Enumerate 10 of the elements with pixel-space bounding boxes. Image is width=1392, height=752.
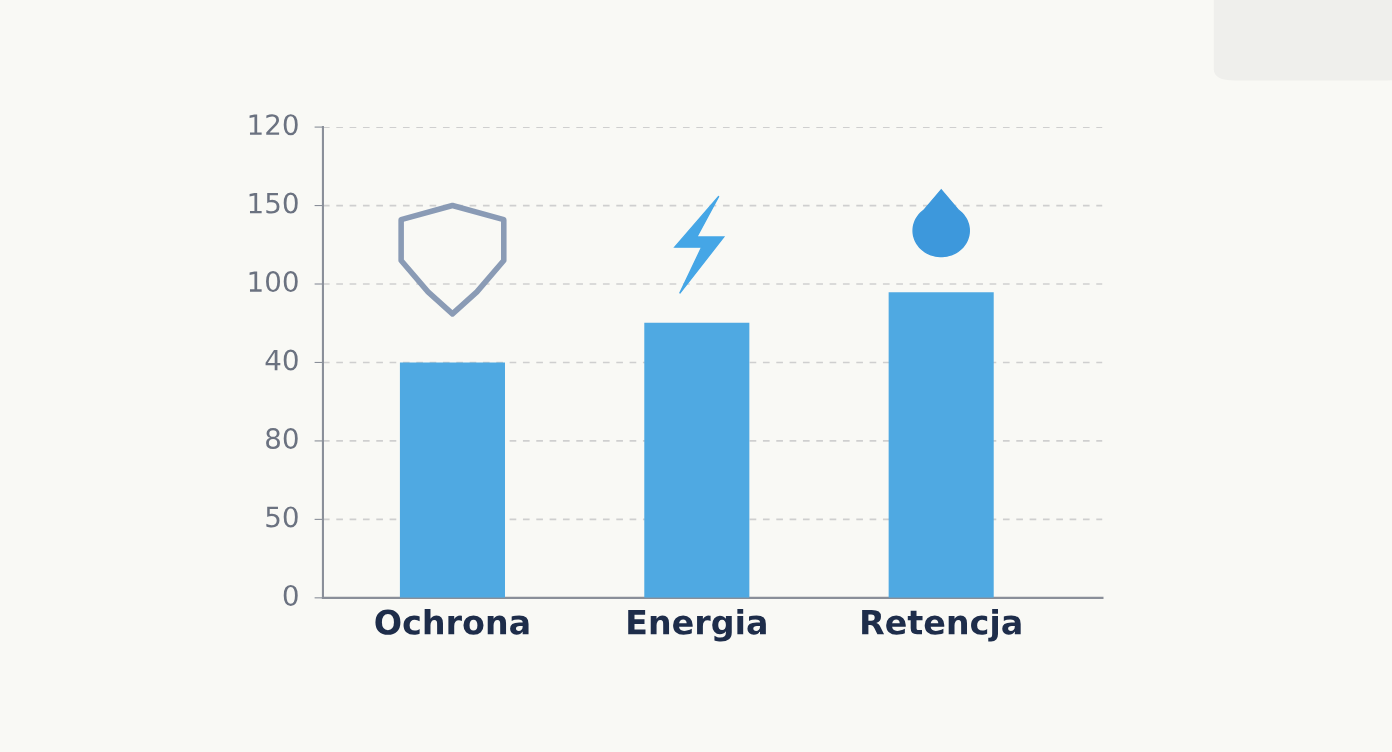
text: 40 xyxy=(265,349,298,371)
text: 150 xyxy=(249,192,298,214)
text: 50 xyxy=(266,506,298,528)
text: 120 xyxy=(249,114,298,136)
text: 100 xyxy=(249,271,298,293)
text: 80 xyxy=(266,427,298,449)
text: 0 xyxy=(283,584,298,606)
x-tick-label: Ochrona xyxy=(375,608,529,635)
x-tick-label: Energia xyxy=(628,608,766,642)
x-tick-label: Retencja xyxy=(862,608,1021,642)
